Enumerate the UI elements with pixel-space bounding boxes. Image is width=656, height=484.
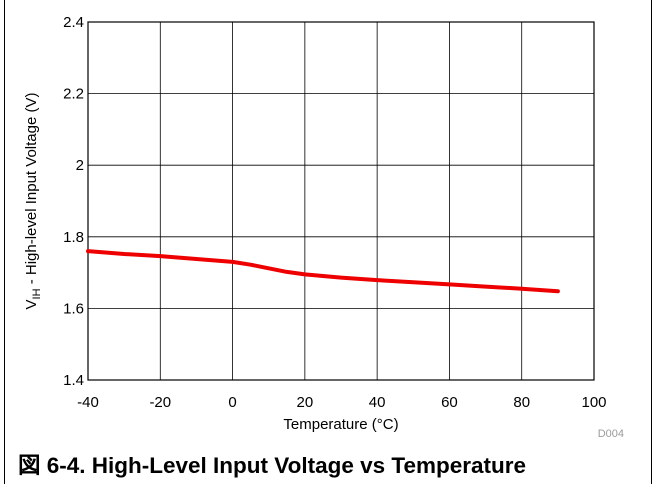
series-line [86,249,560,294]
x-tick-label: 60 [441,394,458,411]
y-tick-label: 1.8 [63,229,84,246]
grid [88,22,594,380]
x-tick-label: 100 [581,394,606,411]
line-chart: -40 -20 0 20 40 60 80 100 1.4 1.6 1.8 2 2.2 2.4 Temp… [23,14,624,440]
y-axis-label-rest: - High-level Input Voltage (V) [23,93,40,289]
y-axis: 1.4 1.6 1.8 2 2.2 2.4 [63,14,84,389]
y-tick-label: 2.4 [63,14,84,31]
figure-frame [4,0,652,484]
x-axis: -40 -20 0 20 40 60 80 100 [77,394,606,411]
series-lines [86,249,560,294]
y-axis-label-main: V [23,299,40,309]
y-tick-label: 2.2 [63,86,84,103]
x-tick-label: -40 [77,394,99,411]
figure-code: D004 [598,428,624,440]
x-tick-label: 80 [513,394,530,411]
y-axis-label: VIH - High-level Input Voltage (V) [23,93,43,310]
y-tick-label: 1.6 [63,300,84,317]
figure-caption: 図 6-4. High-Level Input Voltage vs Tempe… [18,453,527,478]
plot-border [87,21,595,381]
y-tick-label: 2 [76,157,84,174]
x-axis-label: Temperature (°C) [283,416,398,433]
x-tick-label: 40 [369,394,386,411]
x-tick-label: 0 [228,394,236,411]
x-tick-label: 20 [297,394,314,411]
y-tick-label: 1.4 [63,372,84,389]
x-tick-label: -20 [149,394,171,411]
y-axis-label-sub: IH [31,288,43,299]
